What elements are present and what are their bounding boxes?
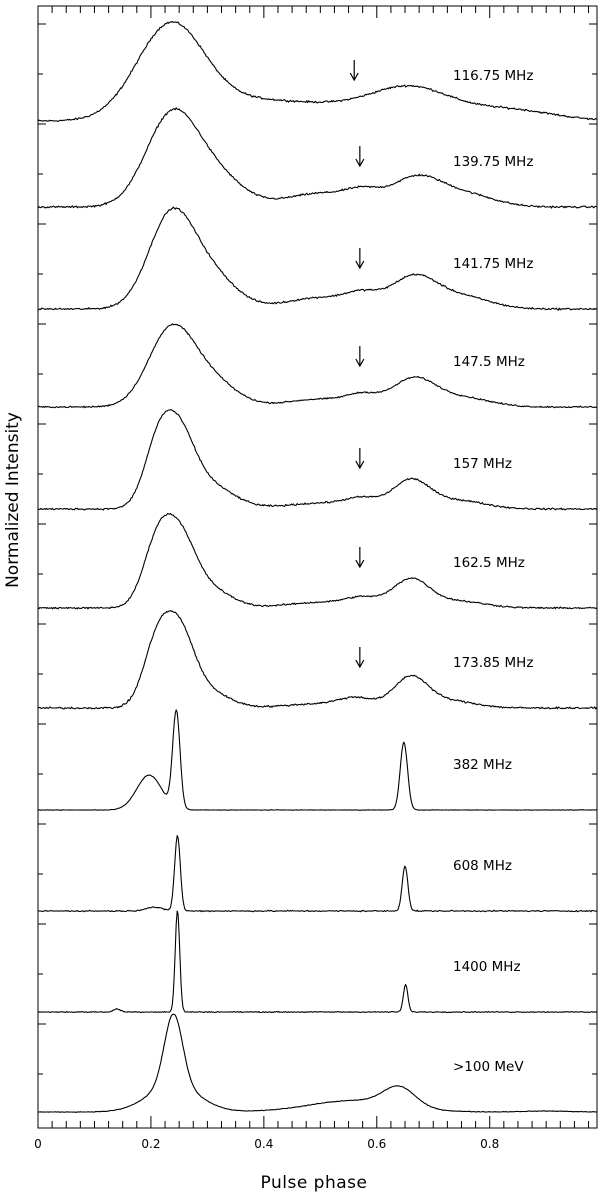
x-tick-label: 0.6 [367,1137,386,1151]
x-tick-label: 0.8 [480,1137,499,1151]
x-tick-label: 0.2 [141,1137,160,1151]
plot-border [37,5,598,1129]
trace-116-75-mhz [37,20,597,123]
series-labels: 116.75 MHz 139.75 MHz 141.75 MHz 147.5 MHz 1… [453,68,533,1075]
trace-100-mev [38,1013,597,1113]
plot-frame [37,5,598,1129]
series-label: >100 MeV [453,1059,524,1075]
series-label: 162.5 MHz [453,555,525,571]
series-label: 147.5 MHz [453,354,525,370]
arrow-head-icon [355,659,365,669]
arrow-head-icon [355,158,365,168]
trace-141-75-mhz [37,206,597,311]
arrow-head-icon [355,559,365,569]
trace-162-5-mhz [37,512,597,610]
arrow-head-icon [355,260,365,270]
series-label: 173.85 MHz [453,655,533,671]
trace-382-mhz [37,709,597,811]
x-tick-label: 0.4 [254,1137,273,1151]
series-label: 1400 MHz [453,959,521,975]
axis-ticks [37,6,597,1128]
y-axis-label: Normalized Intensity [3,412,23,588]
x-tick-labels: 0 0.2 0.4 0.6 0.8 [34,1137,499,1151]
arrow-head-icon [355,358,365,368]
trace-608-mhz [38,835,597,913]
marker-arrows [349,60,365,669]
series-label: 382 MHz [453,757,512,773]
series-label: 139.75 MHz [453,154,533,170]
arrow-head-icon [349,72,359,82]
series-label: 608 MHz [453,858,512,874]
trace-139-75-mhz [37,107,597,209]
trace-1400-mhz [37,910,597,1014]
x-tick-label: 0 [34,1137,42,1151]
profile-traces [37,20,598,1113]
trace-173-85-mhz [37,610,598,710]
trace-157-mhz [37,409,598,511]
trace-147-5-mhz [37,323,597,409]
x-axis-label: Pulse phase [261,1173,368,1193]
series-label: 116.75 MHz [453,68,533,84]
series-label: 141.75 MHz [453,256,533,272]
series-label: 157 MHz [453,456,512,472]
arrow-head-icon [355,460,365,470]
